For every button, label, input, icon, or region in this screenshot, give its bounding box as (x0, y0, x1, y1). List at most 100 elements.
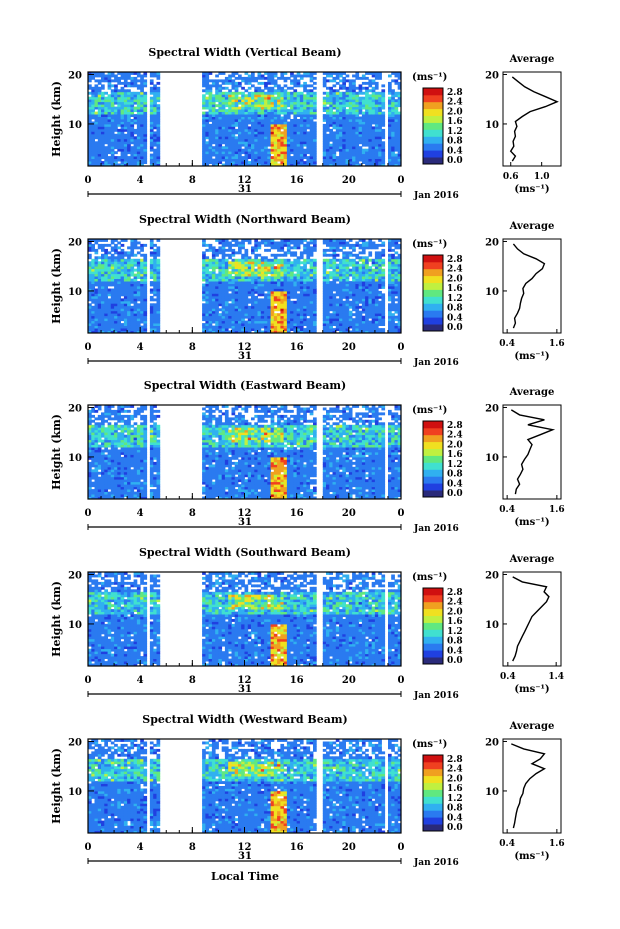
heatmap-cell (241, 156, 245, 159)
heatmap-cell (205, 91, 210, 95)
heatmap-cell (280, 246, 285, 250)
heatmap-cell (104, 263, 108, 267)
heatmap-cell (322, 295, 327, 299)
heatmap-cell (290, 261, 294, 265)
heatmap-cell (136, 323, 141, 326)
heatmap-cell (94, 84, 99, 88)
heatmap-cell (306, 109, 311, 112)
heatmap-cell (208, 308, 213, 312)
heatmap-cell (394, 143, 399, 147)
heatmap-cell (149, 138, 154, 142)
heatmap-cell (241, 243, 245, 247)
heatmap-cell (114, 288, 118, 292)
heatmap-cell (391, 153, 395, 157)
heatmap-cell (234, 94, 239, 98)
heatmap-cell (110, 246, 115, 250)
heatmap-cell (241, 300, 245, 304)
heatmap-cell (273, 278, 278, 282)
heatmap-cell (205, 146, 210, 150)
heatmap-cell (156, 315, 161, 319)
heatmap-cell (234, 325, 239, 329)
heatmap-cell (241, 261, 245, 265)
heatmap-cell (309, 141, 314, 145)
heatmap-cell (329, 158, 333, 162)
heatmap-cell (221, 305, 226, 309)
heatmap-cell (104, 308, 108, 312)
heatmap-cell (397, 119, 402, 122)
heatmap-cell (352, 295, 356, 299)
heatmap-cell (251, 300, 255, 304)
heatmap-cell (97, 313, 102, 317)
heatmap-cells (88, 72, 402, 167)
heatmap-cell (120, 271, 125, 275)
heatmap-cell (114, 318, 118, 322)
heatmap-cell (241, 143, 245, 147)
heatmap-cell (264, 76, 268, 80)
heatmap-cell (277, 121, 281, 125)
heatmap-cell (309, 131, 314, 135)
heatmap-cell (140, 81, 144, 85)
heatmap-cell (286, 133, 291, 137)
heatmap-cell (208, 84, 213, 88)
heatmap-cell (208, 248, 213, 252)
heatmap-cell (283, 308, 288, 312)
heatmap-cell (221, 91, 226, 95)
heatmap-cell (309, 286, 314, 289)
heatmap-cell (104, 325, 108, 329)
heatmap-cell (303, 276, 307, 279)
heatmap-cell (251, 258, 255, 262)
heatmap-cell (257, 99, 262, 103)
heatmap-cell (267, 121, 271, 125)
heatmap-cell (368, 143, 373, 147)
heatmap-cell (97, 89, 102, 93)
heatmap-cell (342, 276, 346, 279)
heatmap-cell (110, 293, 115, 297)
heatmap-cell (97, 148, 102, 152)
heatmap-cell (322, 328, 327, 331)
heatmap-cell (88, 156, 92, 159)
heatmap-cell (306, 156, 311, 159)
heatmap-cell (264, 138, 268, 142)
heatmap-cell (267, 138, 271, 142)
heatmap-cell (215, 84, 219, 88)
heatmap-cell (286, 76, 291, 80)
heatmap-cell (149, 153, 154, 157)
heatmap-cell (332, 273, 337, 277)
heatmap-cell (224, 131, 229, 135)
heatmap-cell (228, 253, 232, 257)
heatmap-cell (97, 239, 102, 242)
heatmap-cell (313, 310, 317, 314)
heatmap-cell (332, 315, 337, 319)
heatmap-cell (241, 308, 245, 312)
heatmap-cell (241, 151, 245, 155)
heatmap-cell (101, 263, 105, 267)
heatmap-cell (91, 74, 95, 78)
heatmap-cell (280, 121, 285, 125)
heatmap-cell (117, 94, 121, 98)
heatmap-cell (117, 268, 121, 272)
heatmap-cell (339, 315, 343, 319)
heatmap-cell (257, 116, 262, 120)
heatmap-cell (88, 109, 92, 112)
heatmap-cell (218, 104, 223, 108)
heatmap-cell (313, 243, 317, 247)
heatmap-cell (306, 258, 311, 262)
heatmap-cell (88, 76, 92, 80)
heatmap-cell (114, 151, 118, 155)
heatmap-cell (228, 91, 232, 95)
heatmap-cell (267, 96, 271, 100)
heatmap-cell (104, 271, 108, 275)
heatmap-cell (348, 136, 353, 140)
heatmap-cell (326, 266, 330, 270)
heatmap-cell (267, 111, 271, 115)
heatmap-cell (205, 258, 210, 262)
heatmap-cell (107, 158, 112, 162)
heatmap-cell (267, 101, 271, 105)
heatmap-cell (352, 161, 356, 164)
heatmap-cell (329, 79, 333, 83)
heatmap-cell (238, 315, 242, 319)
heatmap-cell (342, 94, 346, 98)
heatmap-cell (322, 283, 327, 287)
heatmap-cell (332, 308, 337, 312)
heatmap-cell (313, 109, 317, 112)
